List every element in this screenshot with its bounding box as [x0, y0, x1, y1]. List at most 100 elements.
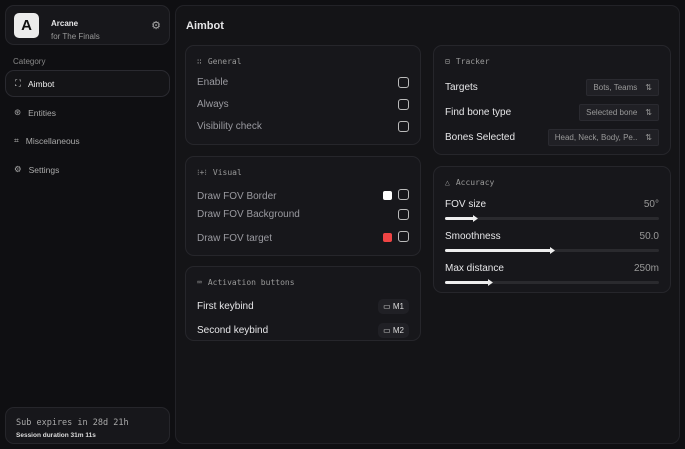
row-label: Max distance	[445, 263, 504, 274]
general-title: ∷ General	[197, 57, 242, 66]
bones-selected-row: Bones Selected Head, Neck, Body, Pe.. ⇅	[445, 129, 659, 146]
select-value: Selected bone	[586, 108, 638, 117]
fov-size-row: FOV size 50°	[445, 199, 659, 210]
row-label: Draw FOV Border	[197, 190, 277, 202]
row-label: Visibility check	[197, 121, 262, 132]
targets-select[interactable]: Bots, Teams ⇅	[586, 79, 659, 96]
visual-title: ⁝+⁝ Visual	[197, 168, 242, 177]
card-title: Tracker	[455, 57, 490, 66]
fov-border-checkbox[interactable]	[398, 189, 409, 200]
fov-target-row: Draw FOV target	[197, 231, 409, 245]
accuracy-title: △ Accuracy	[445, 178, 494, 187]
general-card: ∷ General Enable Always Visibility check	[185, 45, 421, 145]
slider-fill	[445, 217, 475, 220]
fov-target-color-swatch[interactable]	[383, 233, 392, 242]
chevron-updown-icon: ⇅	[645, 83, 652, 92]
smoothness-slider[interactable]	[445, 249, 659, 252]
category-label: Category	[13, 57, 46, 66]
sidebar-item-label: Miscellaneous	[25, 135, 80, 146]
select-value: Bots, Teams	[593, 83, 638, 92]
row-label: FOV size	[445, 199, 487, 210]
row-label: Enable	[197, 77, 229, 88]
bone-type-row: Find bone type Selected bone ⇅	[445, 104, 659, 121]
first-keybind-button[interactable]: ▭ M1	[378, 299, 409, 314]
gear-icon: ⚙	[14, 164, 22, 174]
sidebar-item-label: Settings	[28, 164, 60, 175]
card-title: Accuracy	[455, 178, 495, 187]
slider-value: 250m	[633, 263, 659, 274]
slider-fill	[445, 281, 490, 284]
fov-background-checkbox[interactable]	[398, 209, 409, 220]
entities-icon: ⊛	[14, 107, 22, 117]
settings-icon[interactable]: ⚙	[151, 20, 161, 32]
row-label: Draw FOV Background	[197, 209, 300, 220]
slider-value: 50.0	[639, 231, 659, 242]
row-label: First keybind	[197, 301, 254, 312]
fov-background-row: Draw FOV Background	[197, 209, 409, 220]
second-keybind-button[interactable]: ▭ M2	[378, 323, 409, 338]
enable-checkbox[interactable]	[398, 77, 409, 88]
sidebar-item-aimbot[interactable]: ⛶ Aimbot	[5, 70, 170, 97]
visibility-checkbox[interactable]	[398, 121, 409, 132]
page-title: Aimbot	[186, 20, 224, 32]
sidebar-item-label: Entities	[28, 107, 56, 118]
visibility-row: Visibility check	[197, 121, 409, 132]
sidebar-item-label: Aimbot	[27, 78, 55, 89]
keyboard-icon: ⌨	[197, 278, 202, 287]
sidebar-item-entities[interactable]: ⊛ Entities	[5, 99, 170, 126]
misc-icon: ⌗	[14, 135, 19, 145]
row-label: Find bone type	[445, 107, 512, 118]
bone-type-select[interactable]: Selected bone ⇅	[579, 104, 659, 121]
fov-target-checkbox[interactable]	[398, 231, 409, 242]
app-name: Arcane	[51, 19, 79, 28]
app-logo: A	[14, 13, 39, 38]
crosshair-icon: ⛶	[15, 78, 21, 88]
visual-card: ⁝+⁝ Visual Draw FOV Border Draw FOV Backg…	[185, 156, 421, 256]
grid-icon: ∷	[197, 57, 202, 66]
tracker-card: ⊟ Tracker Targets Bots, Teams ⇅ Find bone t…	[433, 45, 671, 155]
row-label: Always	[197, 99, 229, 110]
key-label: M1	[392, 302, 404, 311]
app-subtitle: for The Finals	[51, 32, 100, 41]
sidebar-item-miscellaneous[interactable]: ⌗ Miscellaneous	[5, 127, 170, 154]
chevron-updown-icon: ⇅	[645, 108, 652, 117]
tracker-icon: ⊟	[445, 57, 450, 66]
slider-value: 50°	[643, 199, 659, 210]
smoothness-row: Smoothness 50.0	[445, 231, 659, 242]
card-title: General	[207, 57, 242, 66]
tracker-title: ⊟ Tracker	[445, 57, 490, 66]
sidebar-item-settings[interactable]: ⚙ Settings	[5, 156, 170, 183]
card-title: Activation buttons	[207, 278, 295, 287]
row-label: Bones Selected	[445, 132, 516, 143]
triangle-icon: △	[445, 178, 450, 187]
fov-border-color-swatch[interactable]	[383, 191, 392, 200]
always-checkbox[interactable]	[398, 99, 409, 110]
first-keybind-row: First keybind ▭ M1	[197, 299, 409, 314]
key-label: M2	[392, 326, 404, 335]
fov-size-slider[interactable]	[445, 217, 659, 220]
card-title: Visual	[212, 168, 242, 177]
brand-card: A Arcane for The Finals ⚙	[5, 5, 170, 45]
visual-icon: ⁝+⁝	[197, 168, 207, 177]
activation-card: ⌨ Activation buttons First keybind ▭ M1 Se…	[185, 266, 421, 341]
row-label: Targets	[445, 82, 478, 93]
enable-row: Enable	[197, 77, 409, 88]
targets-row: Targets Bots, Teams ⇅	[445, 79, 659, 96]
sub-expiry: Sub expires in 28d 21h	[16, 418, 129, 428]
row-label: Draw FOV target	[197, 232, 273, 244]
max-distance-slider[interactable]	[445, 281, 659, 284]
fov-border-row: Draw FOV Border	[197, 189, 409, 203]
select-value: Head, Neck, Body, Pe..	[554, 133, 638, 142]
row-label: Second keybind	[197, 325, 269, 336]
bones-select[interactable]: Head, Neck, Body, Pe.. ⇅	[547, 129, 659, 146]
session-duration: Session duration 31m 11s	[16, 432, 96, 439]
row-label: Smoothness	[445, 231, 501, 242]
accuracy-card: △ Accuracy FOV size 50° Smoothness 50.0 Max…	[433, 166, 671, 293]
slider-fill	[445, 249, 552, 252]
chevron-updown-icon: ⇅	[645, 133, 652, 142]
activation-title: ⌨ Activation buttons	[197, 278, 295, 287]
max-distance-row: Max distance 250m	[445, 263, 659, 274]
always-row: Always	[197, 99, 409, 110]
second-keybind-row: Second keybind ▭ M2	[197, 323, 409, 338]
subscription-card: Sub expires in 28d 21h Session duration …	[5, 407, 170, 444]
